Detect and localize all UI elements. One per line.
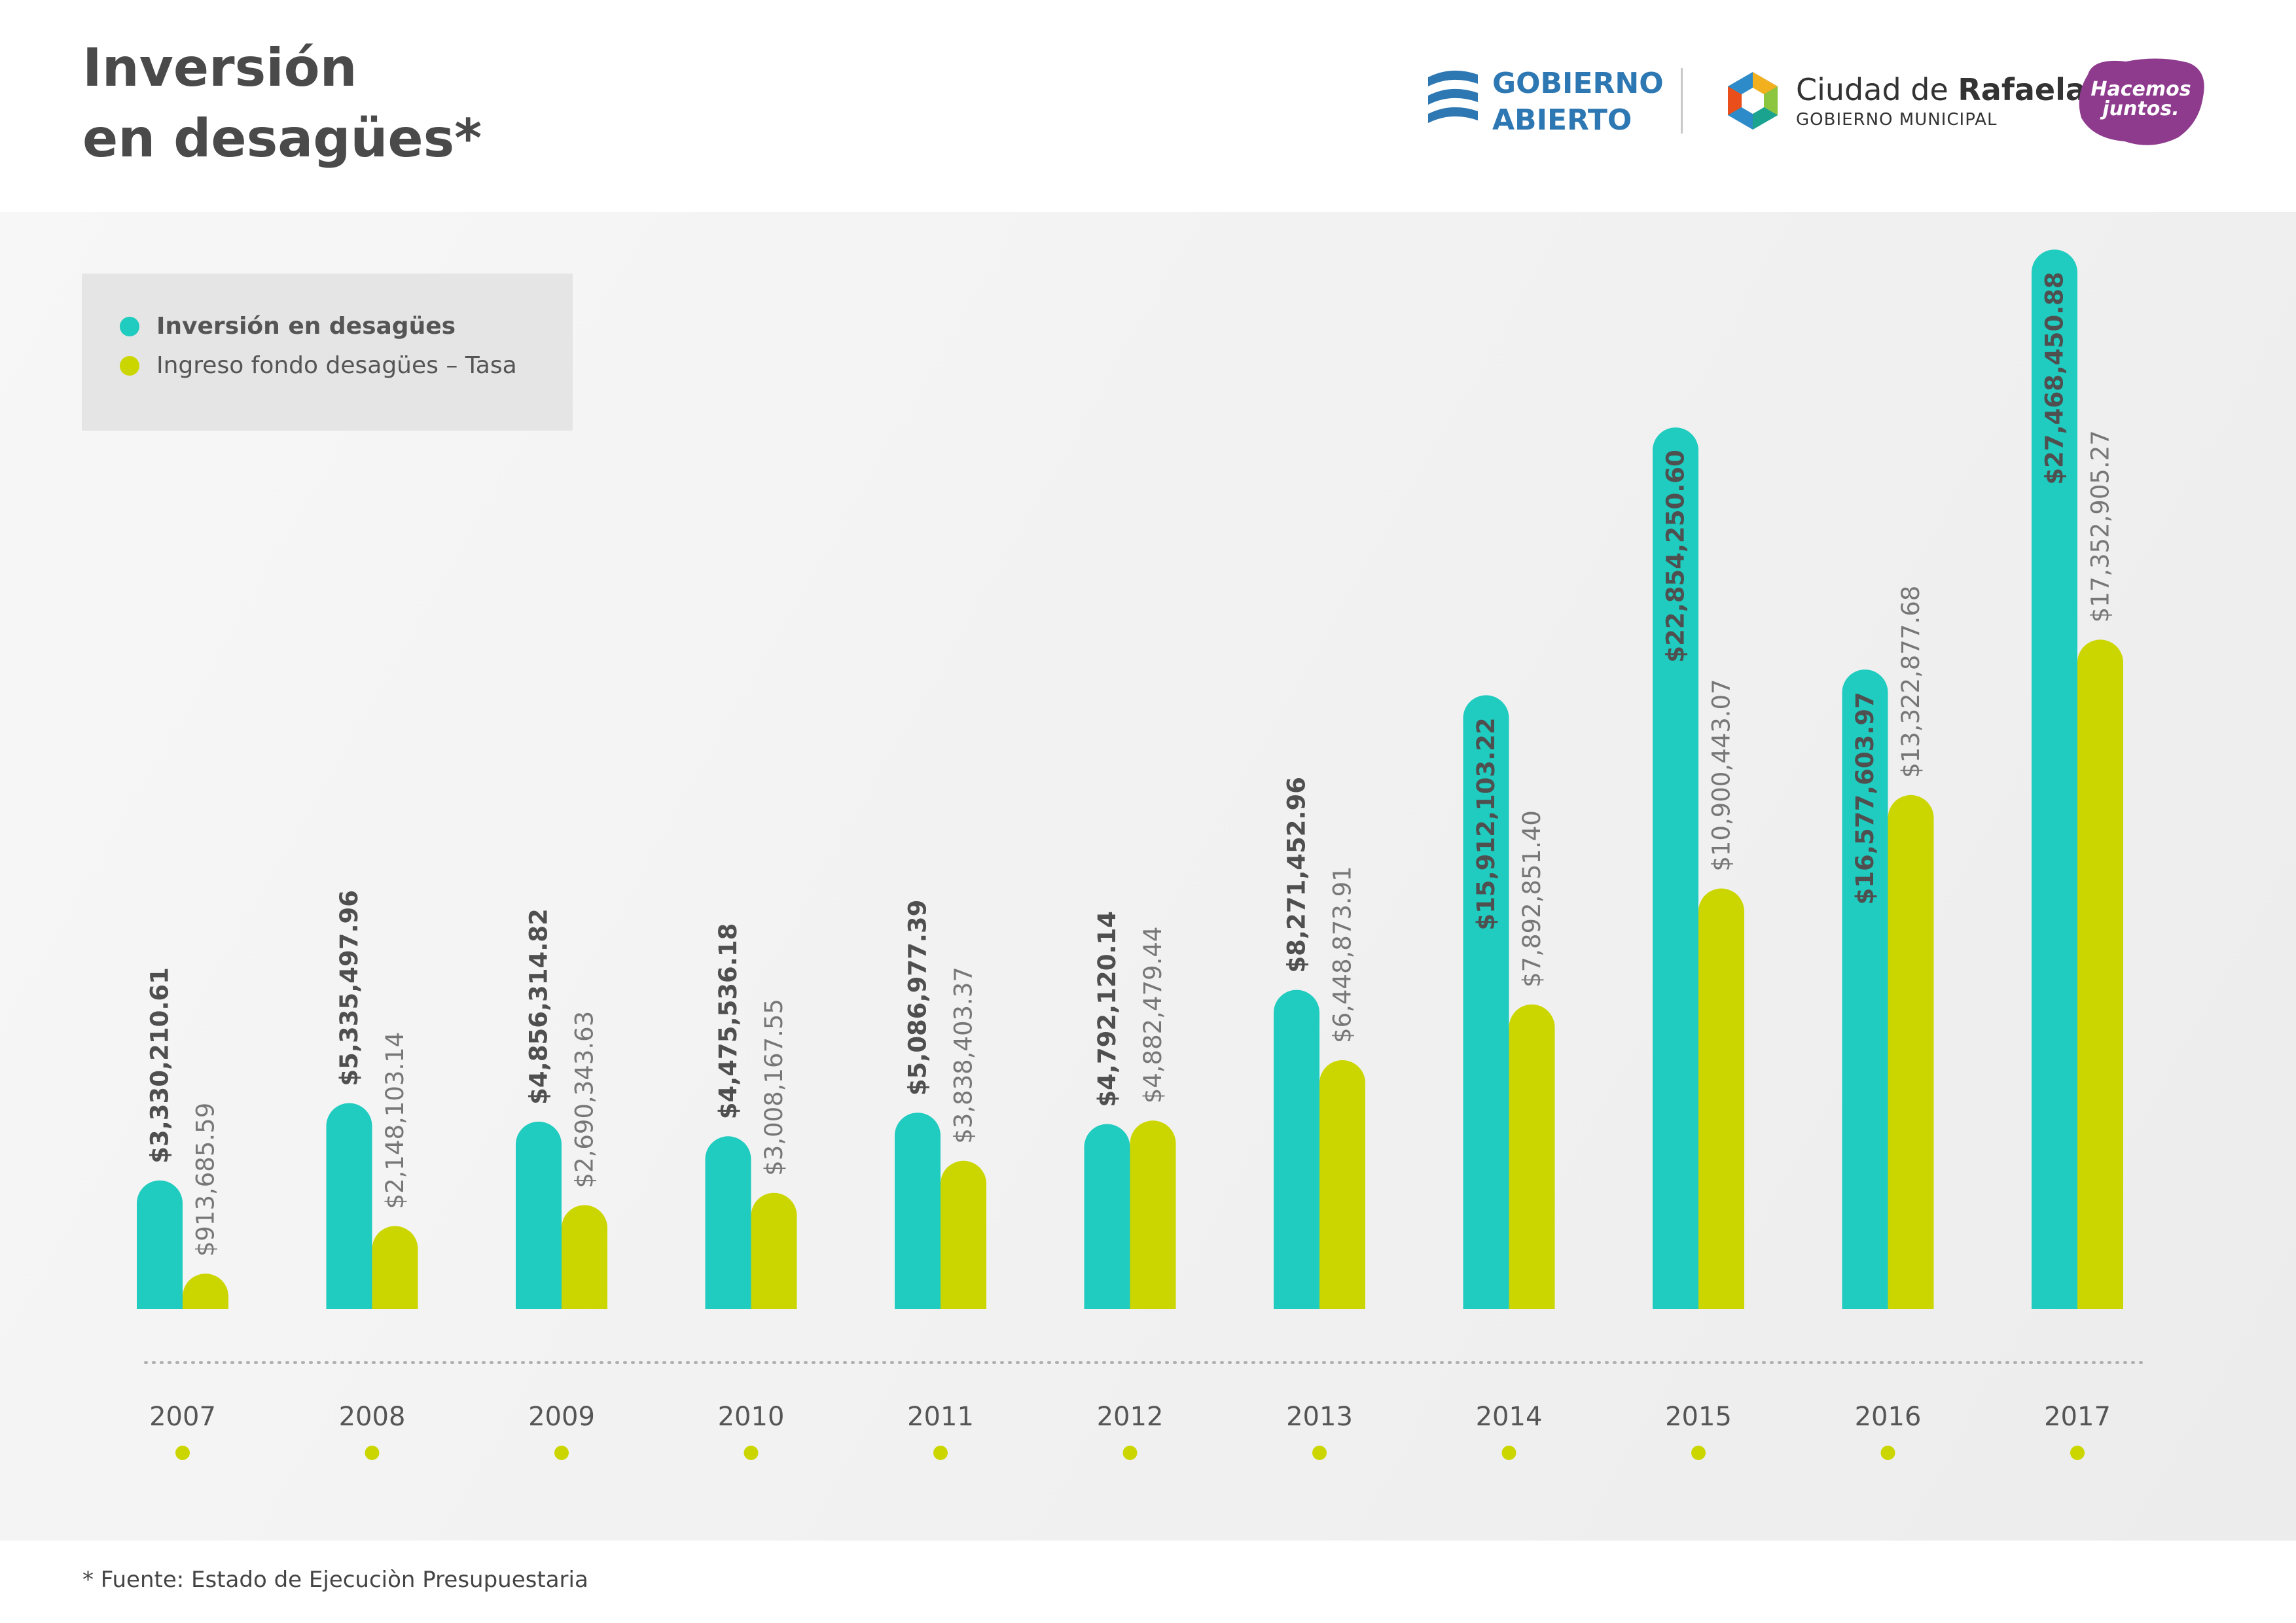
hacemos-line2: juntos. xyxy=(2102,98,2179,120)
bar-income xyxy=(941,1160,986,1309)
gobierno-abierto-line1: GOBIERNO xyxy=(1492,67,1664,100)
x-tick-dot xyxy=(744,1446,759,1460)
bar-investment xyxy=(705,1136,751,1309)
bar-investment xyxy=(1842,669,1888,1309)
data-label-investment: $5,086,977.39 xyxy=(904,900,932,1096)
bar-investment xyxy=(1084,1124,1130,1309)
x-tick-label: 2011 xyxy=(907,1402,974,1432)
legend-item-investment: Inversión en desagües xyxy=(120,313,456,340)
legend-label-income: Ingreso fondo desagües – Tasa xyxy=(156,352,517,379)
ciudad-name: Rafaela xyxy=(1958,72,2086,107)
bar-income xyxy=(1888,794,1934,1309)
x-tick-dot xyxy=(1312,1446,1327,1460)
x-tick-dot xyxy=(933,1446,948,1460)
data-label-investment: $5,335,497.96 xyxy=(335,890,363,1086)
gobierno-abierto-icon xyxy=(1428,70,1478,123)
bar-investment xyxy=(1653,427,1698,1309)
page-subtitle: en desagües* xyxy=(82,108,482,169)
data-label-income: $913,685.59 xyxy=(192,1103,220,1257)
bar-income xyxy=(1698,888,1744,1309)
data-label-investment: $27,468,450.88 xyxy=(2041,272,2069,484)
data-label-investment: $4,856,314.82 xyxy=(525,908,553,1105)
bar-income xyxy=(372,1226,418,1309)
x-tick-dot xyxy=(554,1446,569,1460)
bar-investment xyxy=(1274,990,1319,1309)
x-tick-dot xyxy=(1501,1446,1516,1460)
ciudad-rafaela-name: Ciudad de Rafaela xyxy=(1796,72,2086,107)
data-label-income: $3,008,167.55 xyxy=(760,999,788,1176)
x-tick-label: 2012 xyxy=(1097,1402,1164,1432)
logo-separator xyxy=(1681,68,1683,134)
footer-source: * Fuente: Estado de Ejecuciòn Presupuest… xyxy=(82,1567,588,1593)
x-tick-dot xyxy=(1691,1446,1706,1460)
gobierno-abierto-logo: GOBIERNO ABIERTO xyxy=(1426,65,1664,137)
data-label-income: $17,352,905.27 xyxy=(2087,430,2115,622)
bar-income xyxy=(183,1274,228,1309)
data-label-income: $2,690,343.63 xyxy=(571,1011,599,1188)
legend-label-investment: Inversión en desagües xyxy=(156,313,456,340)
x-tick-label: 2010 xyxy=(718,1402,785,1432)
page-title: Inversión xyxy=(82,37,357,98)
x-tick-label: 2015 xyxy=(1665,1402,1732,1432)
bar-income xyxy=(751,1192,797,1309)
bar-investment xyxy=(1463,695,1509,1309)
x-tick-dot xyxy=(1880,1446,1895,1460)
ciudad-rafaela-logo: Ciudad de Rafaela GOBIERNO MUNICIPAL xyxy=(1720,68,2086,140)
legend-item-income: Ingreso fondo desagües – Tasa xyxy=(120,352,517,379)
bar-income xyxy=(1130,1120,1176,1309)
chart-legend: Inversión en desagües Ingreso fondo desa… xyxy=(82,274,573,431)
legend-dot-investment xyxy=(120,316,139,336)
bar-income xyxy=(1509,1004,1555,1309)
data-label-investment: $4,475,536.18 xyxy=(714,923,742,1120)
data-label-income: $2,148,103.14 xyxy=(381,1032,409,1209)
x-tick-label: 2016 xyxy=(1855,1402,1922,1432)
hacemos-line1: Hacemos xyxy=(2090,78,2191,101)
hacemos-juntos-logo: Hacemos juntos. xyxy=(2073,55,2208,148)
x-tick-label: 2013 xyxy=(1286,1402,1353,1432)
bar-investment xyxy=(2032,249,2077,1309)
data-label-income: $13,322,877.68 xyxy=(1897,586,1925,778)
data-label-income: $10,900,443.07 xyxy=(1708,679,1736,871)
bar-income xyxy=(562,1205,607,1309)
x-tick-label: 2007 xyxy=(149,1402,216,1432)
x-tick-label: 2017 xyxy=(2044,1402,2111,1432)
ciudad-rafaela-sub: GOBIERNO MUNICIPAL xyxy=(1796,110,1998,130)
x-tick-label: 2014 xyxy=(1476,1402,1543,1432)
ciudad-rafaela-icon xyxy=(1728,72,1778,130)
data-label-investment: $8,271,452.96 xyxy=(1283,777,1311,973)
bar-investment xyxy=(516,1121,562,1309)
ciudad-prefix: Ciudad de xyxy=(1796,72,1958,107)
data-label-investment: $4,792,120.14 xyxy=(1093,911,1121,1107)
gobierno-abierto-line2: ABIERTO xyxy=(1492,103,1632,137)
legend-dot-income xyxy=(120,355,139,376)
x-tick-label: 2009 xyxy=(528,1402,595,1432)
data-label-investment: $16,577,603.97 xyxy=(1851,692,1879,904)
bar-investment xyxy=(137,1180,183,1309)
data-label-investment: $22,854,250.60 xyxy=(1662,450,1690,662)
data-label-income: $3,838,403.37 xyxy=(950,967,978,1144)
bar-income xyxy=(2077,639,2123,1309)
data-label-income: $6,448,873.91 xyxy=(1329,866,1357,1043)
x-tick-dot xyxy=(175,1446,190,1460)
x-tick-dot xyxy=(2070,1446,2085,1460)
data-label-income: $4,882,479.44 xyxy=(1139,927,1167,1104)
data-label-investment: $15,912,103.22 xyxy=(1472,717,1500,930)
x-tick-label: 2008 xyxy=(339,1402,406,1432)
bar-investment xyxy=(326,1103,372,1309)
x-tick-dot xyxy=(1122,1446,1138,1460)
bar-income xyxy=(1319,1060,1365,1309)
data-label-investment: $3,330,210.61 xyxy=(146,967,174,1164)
hacemos-juntos-blob-icon xyxy=(2079,58,2204,145)
x-tick-dot xyxy=(365,1446,380,1460)
data-label-income: $7,892,851.40 xyxy=(1518,810,1546,988)
bar-investment xyxy=(895,1113,941,1309)
